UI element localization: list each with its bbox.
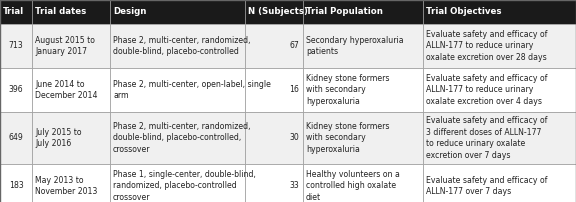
- Bar: [423, 0, 576, 24]
- Text: 67: 67: [289, 41, 299, 50]
- Text: August 2015 to
January 2017: August 2015 to January 2017: [35, 36, 95, 56]
- Bar: [110, 68, 245, 112]
- Bar: [110, 112, 245, 164]
- Text: May 2013 to
November 2013: May 2013 to November 2013: [35, 176, 97, 196]
- Text: Trial dates: Trial dates: [35, 7, 86, 17]
- Text: Evaluate safety and efficacy of
ALLN-177 to reduce urinary
oxalate excretion ove: Evaluate safety and efficacy of ALLN-177…: [426, 30, 547, 62]
- Text: Design: Design: [113, 7, 146, 17]
- Text: Phase 2, multi-center, open-label, single
arm: Phase 2, multi-center, open-label, singl…: [113, 80, 271, 100]
- Text: Kidney stone formers
with secondary
hyperoxaluria: Kidney stone formers with secondary hype…: [306, 74, 389, 106]
- Bar: [0, 164, 32, 202]
- Text: Phase 1, single-center, double-blind,
randomized, placebo-controlled
crossover: Phase 1, single-center, double-blind, ra…: [113, 170, 256, 202]
- Bar: [423, 164, 576, 202]
- Text: Phase 2, multi-center, randomized,
double-blind, placebo-controlled: Phase 2, multi-center, randomized, doubl…: [113, 36, 251, 56]
- Text: Trial Objectives: Trial Objectives: [426, 7, 502, 17]
- Text: Trial: Trial: [3, 7, 24, 17]
- Text: N (Subjects): N (Subjects): [248, 7, 308, 17]
- Text: 713: 713: [9, 41, 24, 50]
- Bar: [32, 24, 110, 68]
- Bar: [0, 112, 32, 164]
- Text: Evaluate safety and efficacy of
ALLN-177 to reduce urinary
oxalate excretion ove: Evaluate safety and efficacy of ALLN-177…: [426, 74, 547, 106]
- Bar: [245, 164, 303, 202]
- Text: Secondary hyperoxaluria
patients: Secondary hyperoxaluria patients: [306, 36, 404, 56]
- Bar: [303, 164, 423, 202]
- Text: 30: 30: [289, 134, 299, 142]
- Text: 396: 396: [9, 85, 23, 95]
- Text: July 2015 to
July 2016: July 2015 to July 2016: [35, 128, 81, 148]
- Text: 183: 183: [9, 182, 24, 190]
- Bar: [423, 68, 576, 112]
- Text: 16: 16: [289, 85, 299, 95]
- Bar: [0, 24, 32, 68]
- Bar: [110, 0, 245, 24]
- Bar: [303, 68, 423, 112]
- Bar: [110, 164, 245, 202]
- Bar: [423, 24, 576, 68]
- Bar: [32, 68, 110, 112]
- Text: Evaluate safety and efficacy of
3 different doses of ALLN-177
to reduce urinary : Evaluate safety and efficacy of 3 differ…: [426, 116, 547, 160]
- Text: 649: 649: [9, 134, 24, 142]
- Bar: [32, 112, 110, 164]
- Bar: [245, 112, 303, 164]
- Bar: [245, 24, 303, 68]
- Bar: [110, 24, 245, 68]
- Bar: [303, 0, 423, 24]
- Text: 33: 33: [289, 182, 299, 190]
- Text: Healthy volunteers on a
controlled high oxalate
diet: Healthy volunteers on a controlled high …: [306, 170, 400, 202]
- Bar: [245, 68, 303, 112]
- Text: June 2014 to
December 2014: June 2014 to December 2014: [35, 80, 97, 100]
- Bar: [303, 24, 423, 68]
- Bar: [32, 164, 110, 202]
- Bar: [0, 68, 32, 112]
- Text: Phase 2, multi-center, randomized,
double-blind, placebo-controlled,
crossover: Phase 2, multi-center, randomized, doubl…: [113, 122, 251, 154]
- Bar: [423, 112, 576, 164]
- Text: Kidney stone formers
with secondary
hyperoxaluria: Kidney stone formers with secondary hype…: [306, 122, 389, 154]
- Text: Evaluate safety and efficacy of
ALLN-177 over 7 days: Evaluate safety and efficacy of ALLN-177…: [426, 176, 547, 196]
- Bar: [303, 112, 423, 164]
- Bar: [0, 0, 32, 24]
- Text: Trial Population: Trial Population: [306, 7, 383, 17]
- Bar: [32, 0, 110, 24]
- Bar: [245, 0, 303, 24]
